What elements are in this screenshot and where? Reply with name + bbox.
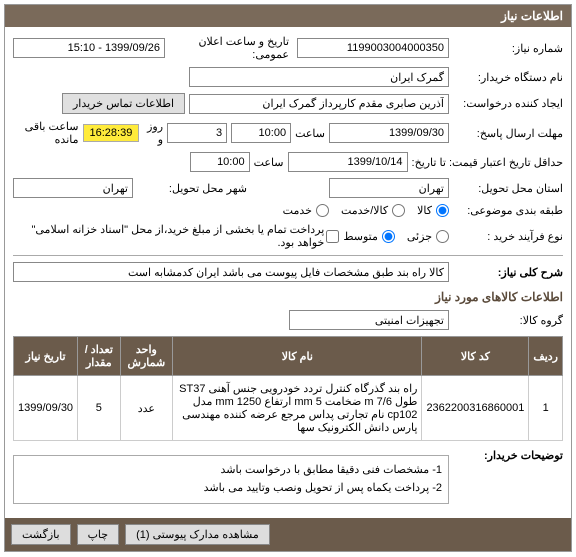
public-date-field[interactable]	[13, 38, 165, 58]
view-docs-button[interactable]: مشاهده مدارک پیوستی (1)	[125, 524, 270, 545]
buyer-note-1: 1- مشخصات فنی دقیقا مطابق با درخواست باش…	[20, 462, 442, 480]
items-header: اطلاعات کالاهای مورد نیاز	[13, 290, 563, 304]
deadline-date-field[interactable]	[329, 123, 449, 143]
purchase-mid-label: متوسط	[343, 230, 378, 243]
panel-title: اطلاعات نیاز	[5, 5, 571, 27]
day-count-field[interactable]	[167, 123, 227, 143]
cell-name: راه بند گذرگاه کنترل تردد خودرویی جنس آه…	[173, 376, 422, 441]
purchase-type-label: نوع فرآیند خرید :	[453, 230, 563, 243]
day-label: روز و	[143, 120, 163, 146]
need-no-field[interactable]	[297, 38, 449, 58]
budget-servonly-label: خدمت	[283, 204, 312, 217]
print-button[interactable]: چاپ	[77, 524, 120, 545]
purchase-radio-group: جزئی متوسط	[343, 230, 449, 243]
deadline-time-label: ساعت	[295, 127, 325, 140]
th-code: کد کالا	[422, 337, 529, 376]
purchase-note: پرداخت تمام یا بخشی از مبلغ خرید،از محل …	[13, 223, 324, 249]
buyer-notes-label: توضیحات خریدار:	[453, 449, 563, 462]
th-unit: واحد شمارش	[120, 337, 173, 376]
deadline-time-field[interactable]	[231, 123, 291, 143]
budget-goods-label: کالا	[417, 204, 432, 217]
contact-buyer-button[interactable]: اطلاعات تماس خریدار	[62, 93, 185, 114]
th-row: ردیف	[529, 337, 563, 376]
budget-servonly-radio[interactable]	[316, 204, 329, 217]
desc-label: شرح کلی نیاز:	[453, 266, 563, 279]
cell-qty: 5	[78, 376, 120, 441]
table-row: 1 2362200316860001 راه بند گذرگاه کنترل …	[14, 376, 563, 441]
th-name: نام کالا	[173, 337, 422, 376]
min-valid-label: حداقل تاریخ اعتبار قیمت: تا تاریخ:	[412, 156, 563, 169]
public-date-label: تاریخ و ساعت اعلان عمومی:	[169, 35, 289, 61]
group-field[interactable]	[289, 310, 449, 330]
back-button[interactable]: بازگشت	[11, 524, 71, 545]
deliver-province-label: استان محل تحویل:	[453, 182, 563, 195]
min-valid-date-field[interactable]	[288, 152, 408, 172]
deadline-label: مهلت ارسال پاسخ:	[453, 127, 563, 140]
bottom-bar: مشاهده مدارک پیوستی (1) چاپ بازگشت	[5, 518, 571, 551]
items-table: ردیف کد کالا نام کالا واحد شمارش تعداد /…	[13, 336, 563, 441]
need-no-label: شماره نیاز:	[453, 42, 563, 55]
buyer-note-2: 2- پرداخت یکماه پس از تحویل ونصب وتایید …	[20, 480, 442, 498]
min-valid-time-label: ساعت	[254, 156, 284, 169]
budget-service-label: کالا/خدمت	[341, 204, 388, 217]
main-panel: اطلاعات نیاز شماره نیاز: تاریخ و ساعت اع…	[4, 4, 572, 552]
creator-field[interactable]	[189, 94, 449, 114]
deliver-city-label: شهر محل تحویل:	[137, 182, 247, 195]
cell-code: 2362200316860001	[422, 376, 529, 441]
deliver-province-field[interactable]	[329, 178, 449, 198]
th-qty: تعداد / مقدار	[78, 337, 120, 376]
buyer-org-field[interactable]	[189, 67, 449, 87]
budget-service-radio[interactable]	[392, 204, 405, 217]
remain-label: ساعت باقی مانده	[13, 120, 79, 146]
purchase-note-checkbox[interactable]	[326, 230, 339, 243]
budget-label: طبقه بندی موضوعی:	[453, 204, 563, 217]
buyer-org-label: نام دستگاه خریدار:	[453, 71, 563, 84]
purchase-low-label: جزئی	[407, 230, 432, 243]
purchase-mid-radio[interactable]	[382, 230, 395, 243]
budget-goods-radio[interactable]	[436, 204, 449, 217]
min-valid-time-field[interactable]	[190, 152, 250, 172]
deliver-city-field[interactable]	[13, 178, 133, 198]
budget-radio-group: کالا کالا/خدمت خدمت	[283, 204, 449, 217]
cell-date: 1399/09/30	[14, 376, 78, 441]
group-label: گروه کالا:	[453, 314, 563, 327]
cell-row: 1	[529, 376, 563, 441]
creator-label: ایجاد کننده درخواست:	[453, 97, 563, 110]
countdown-badge: 16:28:39	[83, 124, 140, 142]
desc-field[interactable]	[13, 262, 449, 282]
cell-unit: عدد	[120, 376, 173, 441]
th-date: تاریخ نیاز	[14, 337, 78, 376]
buyer-notes-box: 1- مشخصات فنی دقیقا مطابق با درخواست باش…	[13, 455, 449, 504]
purchase-low-radio[interactable]	[436, 230, 449, 243]
